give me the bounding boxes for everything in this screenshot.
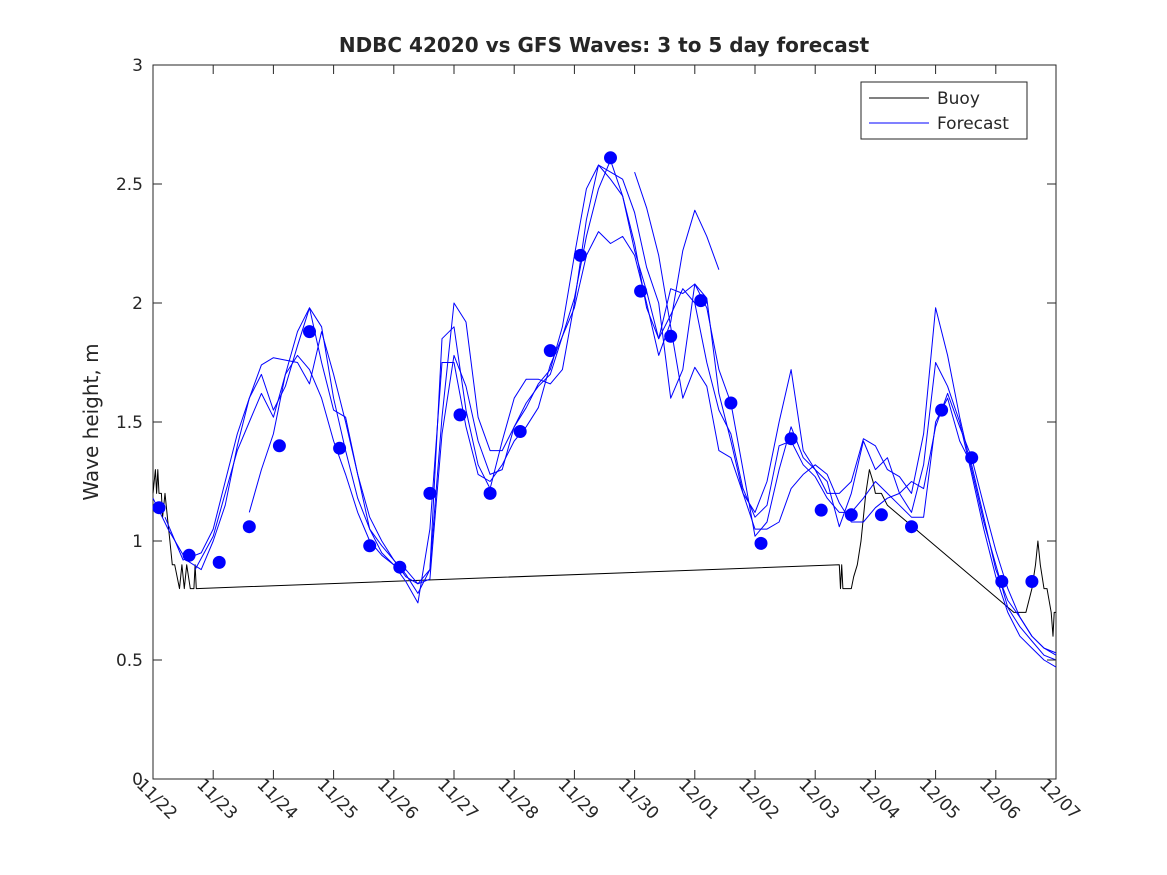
x-tick-label: 12/03 <box>794 775 843 824</box>
x-tick-label: 12/05 <box>915 775 964 824</box>
x-tick-label: 12/07 <box>1035 775 1084 824</box>
forecast-marker <box>363 539 377 553</box>
legend-label-forecast: Forecast <box>937 114 1009 134</box>
y-tick-label: 2.5 <box>116 175 143 195</box>
forecast-marker <box>784 432 798 446</box>
forecast-marker <box>423 486 437 500</box>
forecast-marker <box>874 508 888 522</box>
forecast-marker <box>814 503 828 517</box>
plot-area <box>152 64 1057 780</box>
forecast-marker <box>844 508 858 522</box>
forecast-marker <box>152 501 166 515</box>
forecast-marker <box>453 408 467 422</box>
forecast-marker <box>182 548 196 562</box>
buoy-line <box>152 469 1056 637</box>
x-tick-label: 11/28 <box>493 775 542 824</box>
y-axis-label: Wave height, m <box>79 343 103 500</box>
forecast-marker <box>272 439 286 453</box>
y-tick-label: 2 <box>132 294 143 314</box>
x-tick-label: 12/02 <box>734 775 783 824</box>
x-tick-label: 11/29 <box>554 775 603 824</box>
forecast-marker <box>333 441 347 455</box>
forecast-marker <box>664 329 678 343</box>
forecast-marker <box>393 560 407 574</box>
forecast-marker <box>694 294 708 308</box>
forecast-marker <box>905 520 918 534</box>
forecast-marker <box>604 151 617 165</box>
forecast-marker <box>483 486 497 500</box>
forecast-marker <box>1025 575 1039 588</box>
forecast-marker <box>573 248 587 262</box>
x-tick-label: 11/26 <box>373 775 422 824</box>
forecast-marker <box>634 284 648 298</box>
legend: Buoy Forecast <box>860 81 1028 140</box>
x-tick-label: 12/04 <box>855 775 904 824</box>
forecast-marker <box>303 325 316 339</box>
forecast-marker <box>212 555 226 569</box>
marker-layer <box>152 151 1039 588</box>
x-tick-label: 11/23 <box>192 775 241 824</box>
y-tick-label: 0 <box>132 770 143 790</box>
x-tick-label: 11/25 <box>313 775 362 824</box>
forecast-line <box>164 164 1057 668</box>
legend-box <box>860 81 1028 140</box>
chart-title: NDBC 42020 vs GFS Waves: 3 to 5 day fore… <box>339 33 870 57</box>
y-tick-label: 1.5 <box>116 413 143 433</box>
forecast-marker <box>965 451 979 465</box>
forecast-marker <box>543 344 557 358</box>
forecast-marker <box>995 575 1009 588</box>
forecast-marker <box>724 396 738 410</box>
x-tick-label: 12/06 <box>975 775 1024 824</box>
forecast-marker <box>754 536 768 550</box>
forecast-line <box>248 209 720 604</box>
y-tick-label: 1 <box>132 532 143 552</box>
x-tick-label: 11/24 <box>253 775 302 824</box>
forecast-line <box>194 164 1057 661</box>
x-tick-label: 11/30 <box>614 775 663 824</box>
y-tick-label: 0.5 <box>116 651 143 671</box>
y-tick-label: 3 <box>132 56 143 76</box>
forecast-marker <box>935 403 949 417</box>
forecast-marker <box>513 425 527 438</box>
y-axis: 0 0.5 1 1.5 2 2.5 3 <box>116 56 1056 790</box>
forecast-marker <box>242 520 256 534</box>
legend-label-buoy: Buoy <box>937 89 980 109</box>
x-tick-label: 12/01 <box>674 775 723 824</box>
plot-frame <box>152 64 1057 780</box>
x-tick-label: 11/27 <box>433 775 482 824</box>
